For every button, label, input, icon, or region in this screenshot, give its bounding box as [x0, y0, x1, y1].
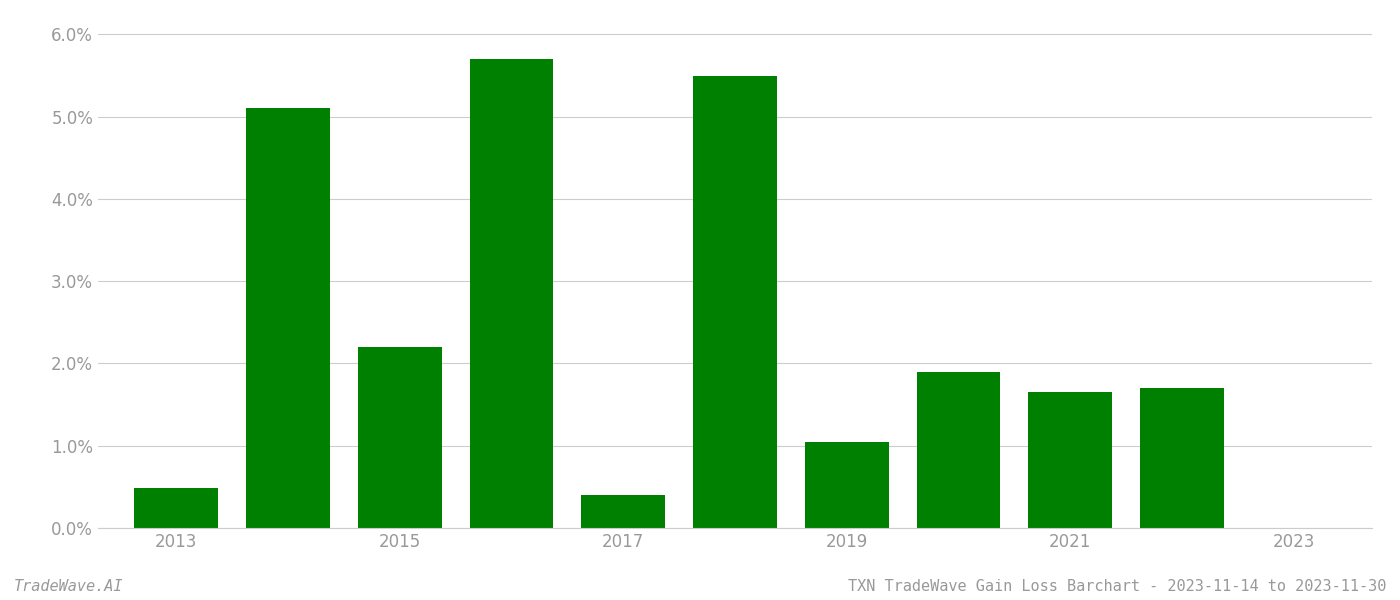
Text: TradeWave.AI: TradeWave.AI	[14, 579, 123, 594]
Text: TXN TradeWave Gain Loss Barchart - 2023-11-14 to 2023-11-30: TXN TradeWave Gain Loss Barchart - 2023-…	[847, 579, 1386, 594]
Bar	[581, 495, 665, 528]
Bar	[358, 347, 441, 528]
Bar	[805, 442, 889, 528]
Bar	[246, 109, 330, 528]
Bar	[134, 488, 218, 528]
Bar	[1140, 388, 1224, 528]
Bar	[469, 59, 553, 528]
Bar	[1029, 392, 1112, 528]
Bar	[693, 76, 777, 528]
Bar	[917, 372, 1001, 528]
